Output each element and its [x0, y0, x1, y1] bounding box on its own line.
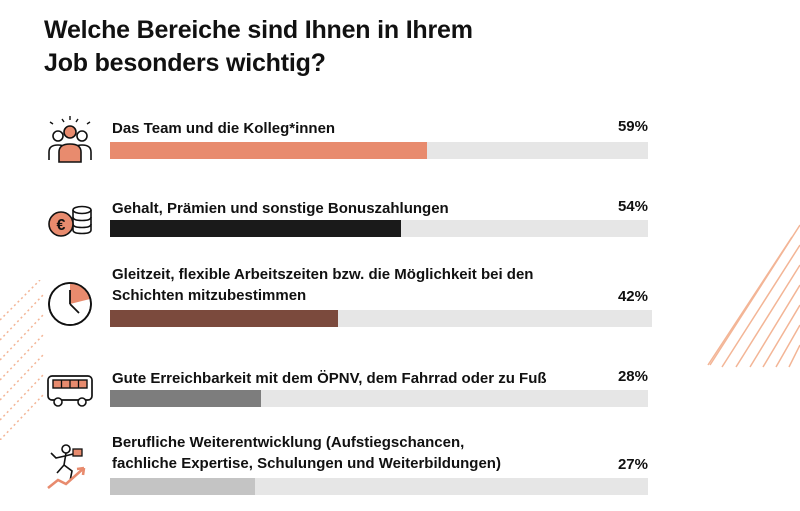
- category-label-line: Gehalt, Prämien und sonstige Bonuszahlun…: [112, 200, 449, 217]
- chart-title-line-2: Job besonders wichtig?: [44, 49, 326, 77]
- bar: [110, 478, 256, 495]
- category-label-line: Das Team und die Kolleg*innen: [112, 120, 336, 137]
- career-icon: [47, 444, 86, 490]
- category-label: Gehalt, Prämien und sonstige Bonuszahlun…: [112, 198, 592, 219]
- chart-row-4: Gute Erreichbarkeit mit dem ÖPNV, dem Fa…: [0, 360, 800, 420]
- category-label: Das Team und die Kolleg*innen: [112, 118, 592, 139]
- category-label: Berufliche Weiterentwicklung (Aufstiegsc…: [112, 432, 612, 474]
- value-label: 27%: [617, 456, 648, 473]
- bar-track: [110, 220, 648, 237]
- bar: [110, 310, 338, 327]
- bar-track: [110, 310, 652, 327]
- category-label: Gute Erreichbarkeit mit dem ÖPNV, dem Fa…: [112, 368, 592, 389]
- bar-track: [110, 142, 648, 159]
- bar: [110, 390, 261, 407]
- chart-title-line-1: Welche Bereiche sind Ihnen in Ihrem: [44, 16, 473, 44]
- category-label-line: fachliche Expertise, Schulungen und Weit…: [112, 455, 501, 472]
- bar-track: [110, 390, 648, 407]
- decorative-stripes-right: [707, 224, 800, 368]
- category-label: Gleitzeit, flexible Arbeitszeiten bzw. d…: [112, 264, 612, 306]
- value-label: 28%: [617, 368, 648, 385]
- clock-icon: [48, 282, 92, 326]
- chart-row-1: Das Team und die Kolleg*innen 59%: [0, 108, 800, 168]
- category-label-line: Gute Erreichbarkeit mit dem ÖPNV, dem Fa…: [112, 370, 547, 387]
- bar-track: [110, 478, 648, 495]
- value-label: 54%: [617, 198, 648, 215]
- chart-row-5: Berufliche Weiterentwicklung (Aufstiegsc…: [0, 428, 800, 498]
- value-label: 59%: [617, 118, 648, 135]
- coins-icon: €: [48, 205, 92, 237]
- chart-row-2: € Gehalt, Prämien und sonstige Bonuszahl…: [0, 188, 800, 248]
- decorative-stripes-left: [0, 280, 45, 440]
- chart-title: Welche Bereiche sind Ihnen in Ihrem Job …: [44, 14, 644, 80]
- bar: [110, 220, 401, 237]
- value-label: 42%: [617, 288, 648, 305]
- svg-text:€: €: [57, 217, 66, 234]
- chart-row-3: Gleitzeit, flexible Arbeitszeiten bzw. d…: [0, 258, 800, 328]
- category-label-line: Berufliche Weiterentwicklung (Aufstiegsc…: [112, 434, 465, 451]
- category-label-line: Gleitzeit, flexible Arbeitszeiten bzw. d…: [112, 266, 534, 283]
- category-label-line: Schichten mitzubestimmen: [112, 287, 307, 304]
- bar: [110, 142, 428, 159]
- bus-icon: [47, 375, 93, 407]
- team-icon: [48, 116, 92, 163]
